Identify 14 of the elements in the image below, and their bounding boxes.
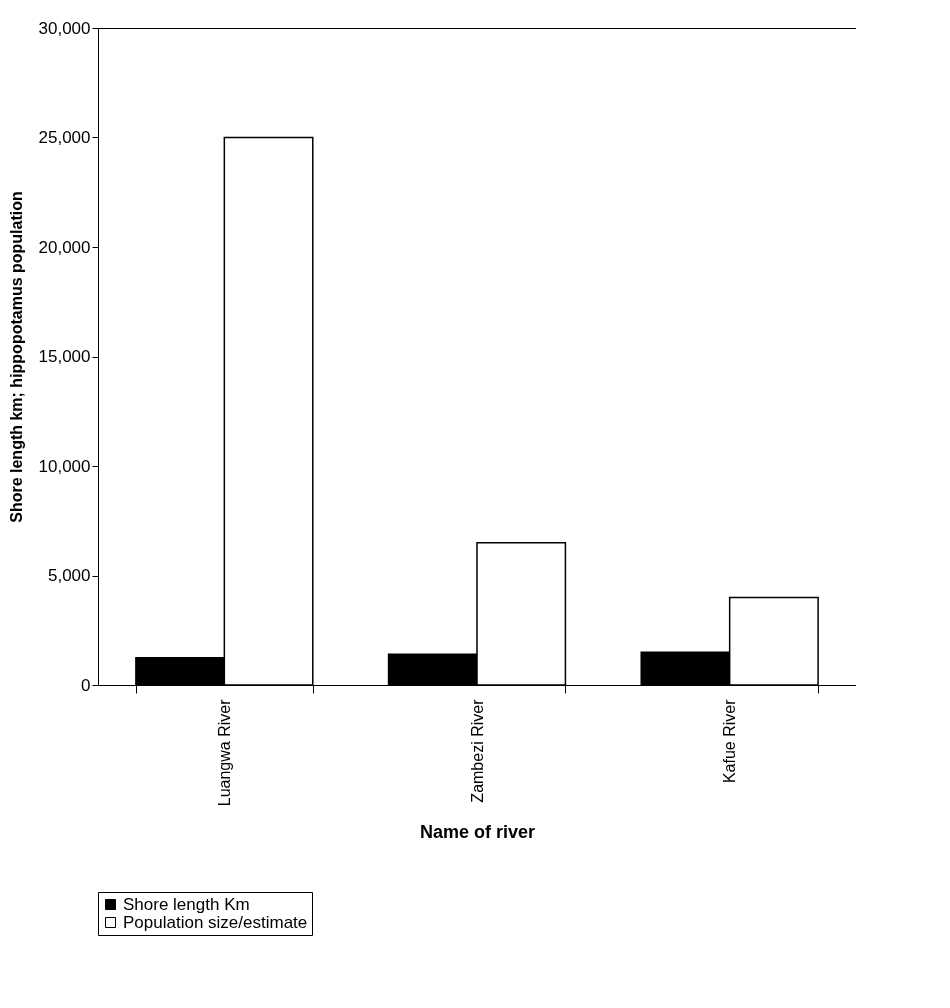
y-axis-title: Shore length km; hippopotamus population: [7, 191, 25, 523]
y-tick-label: 30,000: [38, 18, 91, 38]
y-tick-label: 0: [81, 675, 91, 695]
y-tick-label: 10,000: [38, 456, 91, 476]
legend-label: Population size/estimate: [123, 912, 308, 932]
y-tick-label: 25,000: [38, 128, 91, 147]
x-tick-label: Kafue River: [721, 698, 739, 784]
x-tick-label: Zambezi River: [468, 698, 486, 803]
y-tick-label: 15,000: [38, 347, 91, 366]
x-tick-label: Luangwa River: [215, 698, 233, 807]
y-tick-label: 5,000: [47, 566, 91, 585]
y-tick-label: 20,000: [38, 237, 91, 257]
legend-label: Shore length Km: [123, 894, 250, 914]
x-axis-title: Name of river: [419, 822, 536, 843]
